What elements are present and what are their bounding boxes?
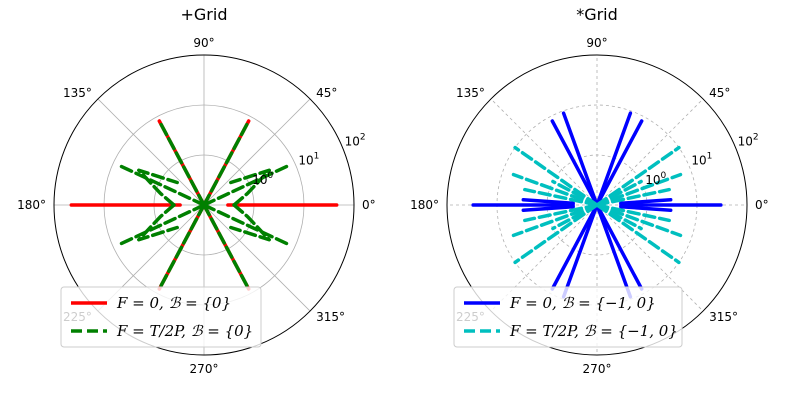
radial-tick-label: 102 [345, 133, 366, 149]
series-line-0 [595, 119, 644, 207]
angle-tick-label: 90° [193, 36, 214, 50]
angle-tick-label: 315° [709, 310, 738, 324]
series-line-1 [595, 179, 643, 207]
series-line-0 [595, 203, 633, 299]
radial-tick-label: 100 [252, 171, 273, 187]
series-line-1 [595, 145, 681, 207]
series-line-1 [595, 203, 643, 231]
series-line-1 [551, 179, 599, 207]
series-line-1 [202, 119, 251, 207]
angular-gridline [203, 204, 311, 312]
polar-panel-grid-star: *Grid 1001011020°45°90°135°180°225°270°3… [410, 5, 769, 376]
series-line-1 [523, 187, 599, 207]
angle-tick-label: 0° [755, 198, 769, 212]
series-line-0 [550, 119, 599, 207]
angular-gridline [490, 204, 598, 312]
angle-tick-label: 135° [456, 86, 485, 100]
series-line-1 [511, 203, 599, 238]
angular-gridline [596, 204, 704, 312]
series-line-1 [513, 203, 599, 265]
series-line-1 [202, 203, 290, 246]
series-line-1 [511, 172, 599, 207]
series-line-0 [561, 203, 599, 299]
legend-label: F = T/2P, ℬ = {−1, 0} [509, 322, 678, 340]
series-line-1 [229, 203, 271, 242]
panel-title: +Grid [181, 5, 228, 24]
radial-tick-label: 101 [298, 152, 319, 168]
series-line-1 [595, 187, 671, 207]
series-line-1 [595, 203, 683, 238]
angular-gridline [203, 98, 311, 206]
angle-tick-label: 0° [362, 198, 376, 212]
legend-label: F = 0, ℬ = {0} [116, 294, 231, 312]
series-line-0 [619, 198, 673, 206]
angle-tick-label: 135° [63, 86, 92, 100]
angle-tick-label: 270° [190, 362, 219, 376]
radial-tick-label: 101 [691, 152, 712, 168]
legend-label: F = 0, ℬ = {−1, 0} [509, 294, 656, 312]
series-line-1 [595, 203, 681, 265]
series-line-1 [118, 203, 206, 246]
polar-frame [446, 54, 748, 356]
angle-tick-label: 270° [583, 362, 612, 376]
angular-gridline [97, 98, 205, 206]
series-line-1 [118, 164, 206, 207]
series-line-1 [595, 172, 683, 207]
series-line-1 [595, 203, 671, 223]
angle-tick-label: 315° [316, 310, 345, 324]
angle-tick-label: 45° [316, 86, 337, 100]
series-line-1 [137, 168, 179, 207]
legend-box [453, 286, 683, 348]
legend-box [60, 286, 262, 348]
series-line-0 [550, 203, 599, 291]
series-line-0 [595, 203, 644, 291]
series-line-1 [137, 203, 179, 242]
series-line-1 [202, 203, 251, 291]
radial-tick-label: 102 [738, 133, 759, 149]
angular-gridline [490, 98, 598, 206]
series-line-1 [551, 203, 599, 231]
angle-tick-label: 180° [410, 198, 439, 212]
series-line-1 [229, 168, 271, 207]
polar-panel-grid-plus: +Grid 1001011020°45°90°135°180°225°270°3… [17, 5, 376, 376]
series-line-1 [157, 203, 206, 291]
series-line-0 [595, 111, 633, 207]
series-line-1 [157, 119, 206, 207]
series-line-1 [202, 164, 290, 207]
legend-label: F = T/2P, ℬ = {0} [116, 322, 253, 340]
series-line-0 [561, 111, 599, 207]
angle-tick-label: 45° [709, 86, 730, 100]
angular-gridline [596, 98, 704, 206]
series-line-0 [619, 204, 673, 212]
radial-tick-label: 100 [645, 171, 666, 187]
series-line-0 [521, 204, 575, 212]
series-line-1 [523, 203, 599, 223]
series-line-1 [513, 145, 599, 207]
series-line-0 [521, 198, 575, 206]
angle-tick-label: 90° [586, 36, 607, 50]
polar-frame [53, 54, 355, 356]
angle-tick-label: 180° [17, 198, 46, 212]
panel-title: *Grid [576, 5, 618, 24]
